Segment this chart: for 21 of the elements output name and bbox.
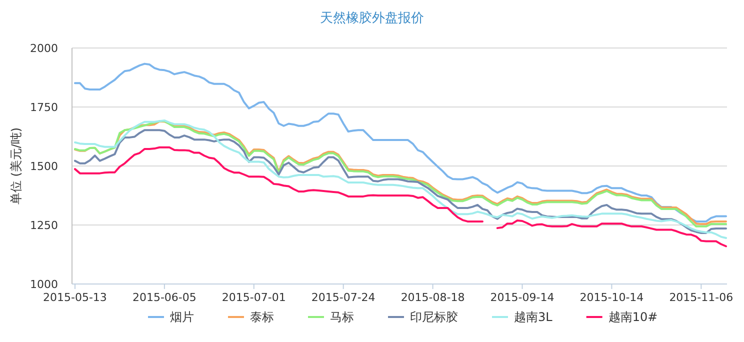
x-tick-label: 2015-05-13 (43, 291, 107, 304)
y-tick-label: 1250 (30, 219, 58, 232)
x-tick-label: 2015-08-18 (400, 291, 465, 304)
y-axis-title: 单位 (美元/吨) (9, 127, 23, 205)
x-tick-label: 2015-10-14 (580, 291, 644, 304)
x-tick-label: 2015-09-14 (490, 291, 554, 304)
legend-label: 越南10# (608, 310, 658, 324)
legend-label: 泰标 (250, 310, 274, 324)
legend-label: 印尼标胶 (410, 310, 458, 324)
x-tick-label: 2015-11-06 (669, 291, 734, 304)
y-tick-label: 1750 (30, 101, 58, 114)
y-tick-label: 1000 (30, 278, 58, 291)
legend-label: 越南3L (514, 310, 553, 324)
chart-title: 天然橡胶外盘报价 (320, 11, 424, 26)
y-tick-label: 1500 (30, 160, 58, 173)
legend-label: 马标 (330, 310, 354, 324)
legend-label: 烟片 (170, 310, 194, 324)
y-tick-label: 2000 (30, 42, 58, 55)
x-tick-label: 2015-06-05 (132, 291, 196, 304)
x-tick-label: 2015-07-24 (311, 291, 376, 304)
x-tick-label: 2015-07-01 (222, 291, 286, 304)
